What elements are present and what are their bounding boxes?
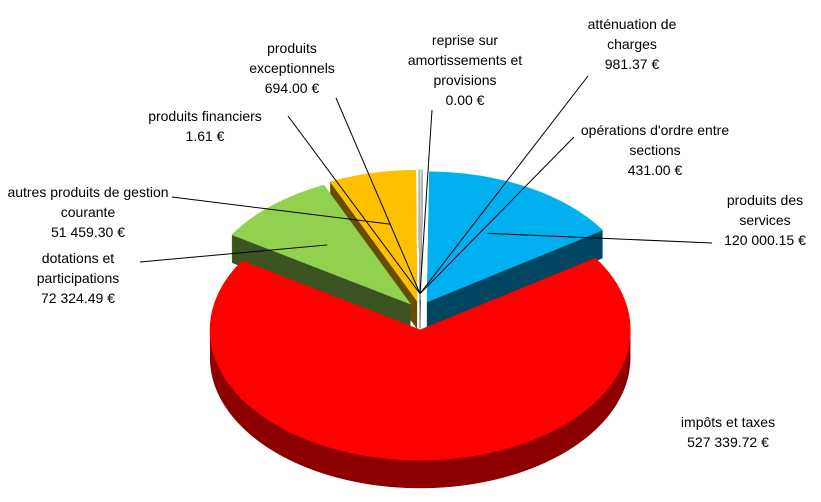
leader-line [419, 136, 575, 294]
value-label: 1.61 € [185, 128, 225, 144]
data-label: impôts et taxes 527 339.72 € [658, 412, 798, 452]
value-label: 431.00 € [627, 162, 683, 178]
slice [209, 257, 631, 489]
slice [231, 184, 412, 333]
category-label: dotations et participations [36, 250, 120, 286]
value-label: 527 339.72 € [687, 434, 769, 450]
slice-top [419, 169, 423, 301]
data-label: produits des services 120 000.15 € [710, 190, 820, 250]
category-label: produits des services [726, 192, 804, 228]
value-label: 981.37 € [604, 56, 660, 72]
category-label: autres produits de gestion courante [7, 184, 169, 220]
value-label: 72 324.49 € [41, 290, 115, 306]
value-label: 120 000.15 € [724, 232, 806, 248]
data-label: opérations d'ordre entre sections 431.00 … [570, 120, 740, 180]
value-label: 694.00 € [264, 80, 320, 96]
category-label: atténuation de charges [587, 16, 677, 52]
category-label: produits financiers [148, 108, 262, 124]
category-label: reprise sur amortissements et provisions [407, 32, 523, 88]
value-label: 51 459.30 € [51, 224, 125, 240]
category-label: impôts et taxes [680, 414, 776, 430]
slice [426, 171, 604, 331]
category-label: opérations d'ordre entre sections [580, 122, 730, 158]
slice-top [418, 169, 421, 301]
category-label: produits exceptionnels [249, 40, 335, 76]
value-label: 0.00 € [445, 92, 485, 108]
data-label: produits financiers 1.61 € [115, 106, 295, 146]
data-label: dotations et participations 72 324.49 € [3, 248, 153, 308]
slice-top [426, 171, 604, 303]
leader-line [139, 244, 328, 263]
leader-line [419, 75, 589, 294]
leader-line [287, 115, 421, 294]
data-label: reprise sur amortissements et provisions… [385, 30, 545, 110]
slice-top [209, 257, 631, 461]
leader-line [171, 196, 391, 225]
leader-line [487, 232, 713, 244]
data-label: atténuation de charges 981.37 € [572, 14, 692, 74]
leader-line [335, 97, 421, 294]
slice-top [231, 184, 412, 305]
data-label: produits exceptionnels 694.00 € [227, 38, 357, 98]
data-label: autres produits de gestion courante 51 45… [0, 182, 178, 242]
leader-line [419, 109, 433, 294]
